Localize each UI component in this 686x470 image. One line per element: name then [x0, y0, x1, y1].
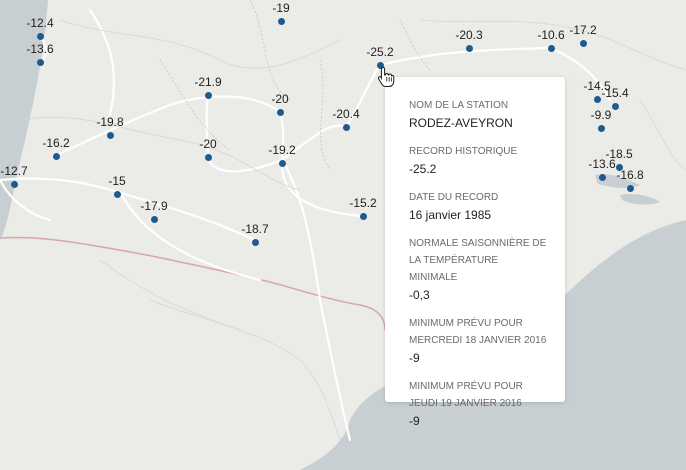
station-dot[interactable] [615, 163, 623, 171]
tooltip-normal-key-line3: MINIMALE [409, 272, 458, 283]
station-dot[interactable] [465, 44, 473, 52]
station-label: -25.2 [366, 45, 394, 59]
station-dot[interactable] [150, 215, 158, 223]
station-dot[interactable] [204, 153, 212, 161]
station-label: -19 [272, 1, 290, 15]
station-dot[interactable] [342, 123, 350, 131]
tooltip-station-value: RODEZ-AVEYRON [409, 116, 513, 130]
station-dot[interactable] [106, 131, 114, 139]
station-dot[interactable] [113, 190, 121, 198]
station-dot[interactable] [376, 61, 384, 69]
tooltip-normal-value: -0,3 [409, 288, 430, 302]
station-label: -9.9 [590, 108, 612, 122]
station-label: -13.6 [588, 157, 616, 171]
station-dot[interactable] [547, 44, 555, 52]
station-label: -19.8 [96, 115, 124, 129]
station-label: -19.2 [268, 143, 296, 157]
tooltip-station-key: NOM DE LA STATION [409, 100, 509, 111]
station-label: -17.9 [140, 199, 168, 213]
station-label: -20 [271, 92, 289, 106]
station-dot[interactable] [598, 173, 606, 181]
station-dot[interactable] [251, 238, 259, 246]
station-label: -15.4 [601, 86, 629, 100]
station-label: -21.9 [194, 75, 222, 89]
station-dot[interactable] [626, 184, 634, 192]
station-dot[interactable] [277, 17, 285, 25]
station-dot[interactable] [36, 32, 44, 40]
station-dot[interactable] [579, 39, 587, 47]
station-label: -17.2 [569, 23, 597, 37]
tooltip-wed-key-line1: MINIMUM PRÉVU POUR [409, 318, 523, 329]
station-dot[interactable] [611, 102, 619, 110]
station-dot[interactable] [597, 124, 605, 132]
tooltip-date-key: DATE DU RECORD [409, 192, 499, 203]
tooltip-wed-value: -9 [409, 351, 420, 365]
tooltip-thu-key-line1: MINIMUM PRÉVU POUR [409, 381, 523, 392]
station-dot[interactable] [52, 152, 60, 160]
station-label: -16.8 [616, 168, 644, 182]
station-dot[interactable] [359, 212, 367, 220]
station-dot[interactable] [276, 108, 284, 116]
station-label: -12.4 [26, 16, 54, 30]
station-label: -13.6 [26, 42, 54, 56]
station-label: -14.5 [583, 79, 611, 93]
hand-pointer-icon [377, 66, 395, 87]
station-label: -20.4 [332, 107, 360, 121]
tooltip-normal-key-line2: LA TEMPÉRATURE [409, 255, 499, 266]
tooltip-record-key: RECORD HISTORIQUE [409, 146, 518, 157]
station-label: -10.6 [537, 28, 565, 42]
station-label: -20.3 [455, 28, 483, 42]
tooltip-date-value: 16 janvier 1985 [409, 208, 492, 222]
station-dot[interactable] [593, 95, 601, 103]
tooltip-record-value: -25.2 [409, 162, 437, 176]
tooltip-thu-value: -9 [409, 414, 420, 428]
station-label: -15.2 [349, 196, 377, 210]
station-tooltip: NOM DE LA STATION RODEZ-AVEYRON RECORD H… [385, 77, 565, 428]
tooltip-wed-key-line2: MERCREDI 18 JANVIER 2016 [409, 335, 547, 346]
tooltip-normal-key-line1: NORMALE SAISONNIÈRE DE [409, 238, 547, 249]
station-label: -16.2 [42, 136, 70, 150]
station-dot[interactable] [204, 91, 212, 99]
station-dot[interactable] [10, 180, 18, 188]
station-label: -15 [108, 174, 126, 188]
station-label: -20 [199, 137, 217, 151]
station-dot[interactable] [36, 58, 44, 66]
station-dot[interactable] [278, 159, 286, 167]
station-label: -12.7 [0, 164, 28, 178]
station-label: -18.5 [605, 147, 633, 161]
tooltip-thu-key-line2: JEUDI 19 JANVIER 2016 [409, 398, 522, 409]
station-label: -18.7 [241, 222, 269, 236]
